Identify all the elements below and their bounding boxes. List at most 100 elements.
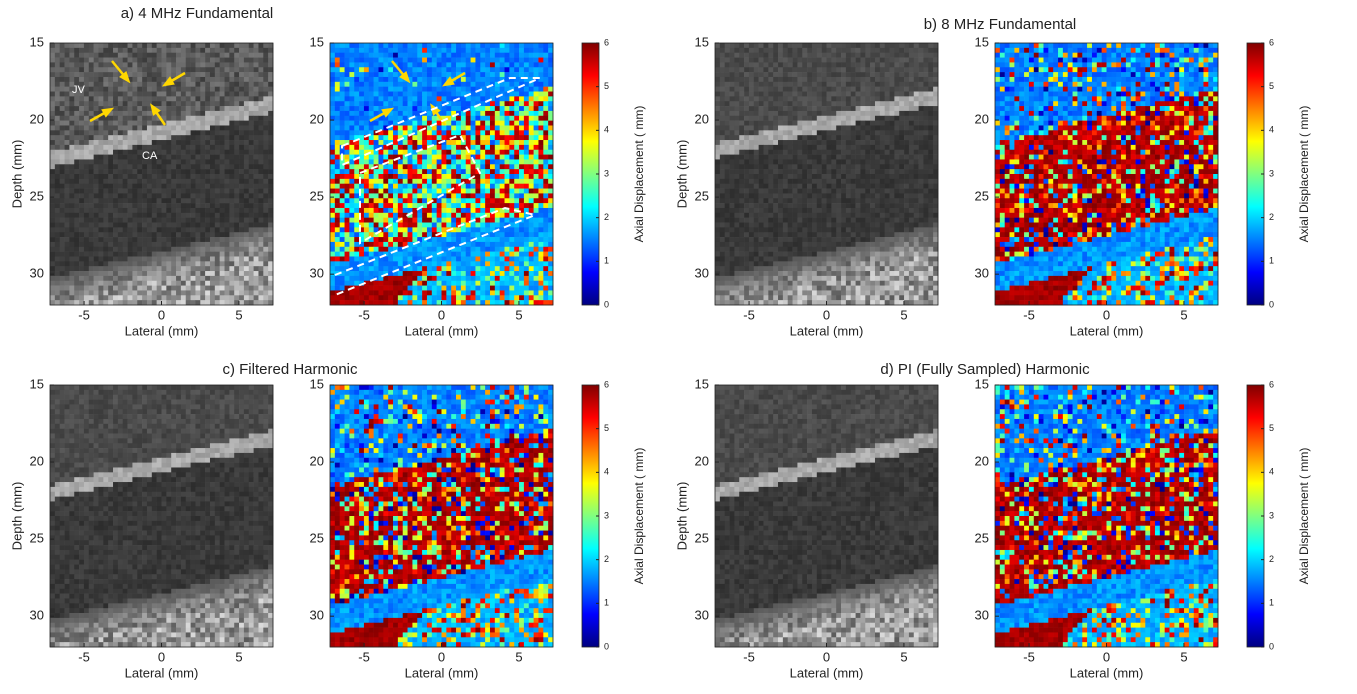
y-tick-label: 25 — [695, 531, 709, 546]
colorbar-tick-label: 0 — [604, 299, 609, 309]
x-axis-label: Lateral (mm) — [405, 665, 479, 680]
y-axis-label: Depth (mm) — [674, 482, 689, 551]
x-tick-label: -5 — [358, 649, 370, 664]
x-axis-label: Lateral (mm) — [1070, 323, 1144, 338]
y-tick-label: 15 — [30, 34, 44, 49]
x-tick-label: -5 — [743, 649, 755, 664]
y-tick-label: 30 — [30, 608, 44, 623]
y-tick-label: 25 — [975, 531, 989, 546]
y-tick-label: 15 — [30, 376, 44, 391]
y-tick-label: 20 — [975, 111, 989, 126]
panel: c) Filtered Harmonic-50515202530Lateral … — [9, 361, 646, 680]
y-tick-label: 30 — [975, 266, 989, 281]
displacement-map — [330, 385, 553, 647]
y-tick-label: 30 — [30, 266, 44, 281]
x-tick-label: -5 — [743, 307, 755, 322]
x-tick-label: 5 — [235, 307, 242, 322]
y-tick-label: 20 — [695, 453, 709, 468]
colorbar-tick-label: 4 — [1269, 467, 1274, 477]
colorbar-tick-label: 1 — [604, 256, 609, 266]
x-tick-label: 0 — [1103, 307, 1110, 322]
colorbar-tick-label: 2 — [1269, 554, 1274, 564]
x-tick-label: -5 — [78, 307, 90, 322]
colorbar-label: Axial Displacement ( mm) — [632, 106, 646, 243]
x-tick-label: 0 — [823, 307, 830, 322]
x-tick-label: 0 — [158, 649, 165, 664]
y-tick-label: 20 — [310, 111, 324, 126]
colorbar-label: Axial Displacement ( mm) — [632, 448, 646, 585]
x-tick-label: 0 — [823, 649, 830, 664]
colorbar-label: Axial Displacement ( mm) — [1297, 448, 1311, 585]
colorbar-tick-label: 4 — [604, 125, 609, 135]
colorbar-label: Axial Displacement ( mm) — [1297, 106, 1311, 243]
colorbar-tick-label: 1 — [604, 598, 609, 608]
y-tick-label: 15 — [975, 34, 989, 49]
y-tick-label: 20 — [30, 111, 44, 126]
x-tick-label: 5 — [900, 649, 907, 664]
displacement-map — [995, 43, 1218, 305]
x-tick-label: 5 — [515, 649, 522, 664]
y-tick-label: 15 — [695, 376, 709, 391]
panel: b) 8 MHz Fundamental-50515202530Lateral … — [674, 16, 1311, 338]
x-tick-label: 5 — [1180, 307, 1187, 322]
colorbar-tick-label: 5 — [1269, 81, 1274, 91]
colorbar-tick-label: 4 — [1269, 125, 1274, 135]
y-tick-label: 20 — [975, 453, 989, 468]
x-tick-label: 0 — [438, 649, 445, 664]
colorbar-tick-label: 2 — [1269, 212, 1274, 222]
colorbar-tick-label: 0 — [1269, 641, 1274, 651]
colorbar-tick-label: 0 — [1269, 299, 1274, 309]
y-tick-label: 25 — [310, 189, 324, 204]
colorbar-tick-label: 6 — [604, 379, 609, 389]
bmode-image — [50, 385, 273, 647]
colorbar-tick-label: 5 — [1269, 423, 1274, 433]
displacement-map — [995, 385, 1218, 647]
y-axis-label: Depth (mm) — [674, 140, 689, 209]
x-tick-label: 5 — [1180, 649, 1187, 664]
y-tick-label: 25 — [30, 531, 44, 546]
x-tick-label: -5 — [1023, 649, 1035, 664]
y-tick-label: 15 — [310, 34, 324, 49]
y-tick-label: 25 — [30, 189, 44, 204]
panel-title: d) PI (Fully Sampled) Harmonic — [880, 361, 1090, 378]
colorbar-tick-label: 5 — [604, 423, 609, 433]
x-tick-label: 5 — [900, 307, 907, 322]
colorbar-tick-label: 5 — [604, 81, 609, 91]
colorbar-tick-label: 3 — [604, 168, 609, 178]
displacement-map — [330, 43, 553, 305]
colorbar: 0 1 2 3 4 5 6 — [582, 37, 609, 309]
x-tick-label: -5 — [1023, 307, 1035, 322]
y-tick-label: 20 — [695, 111, 709, 126]
x-axis-label: Lateral (mm) — [125, 323, 199, 338]
colorbar: 0123456 — [582, 379, 609, 651]
y-axis-label: Depth (mm) — [9, 140, 24, 209]
colorbar-tick-label: 6 — [604, 37, 609, 47]
colorbar: 0123456 — [1247, 379, 1274, 651]
x-tick-label: -5 — [78, 649, 90, 664]
colorbar-tick-label: 3 — [1269, 168, 1274, 178]
bmode-image — [715, 385, 938, 647]
y-tick-label: 15 — [695, 34, 709, 49]
annotation: JV — [72, 84, 86, 96]
colorbar-tick-label: 6 — [1269, 37, 1274, 47]
y-tick-label: 30 — [975, 608, 989, 623]
x-axis-label: Lateral (mm) — [790, 323, 864, 338]
bmode-image — [50, 43, 273, 305]
panel: a) 4 MHz Fundamental-50515202530Lateral … — [9, 5, 646, 338]
y-tick-label: 20 — [310, 453, 324, 468]
x-axis-label: Lateral (mm) — [405, 323, 479, 338]
bmode-image — [715, 43, 938, 305]
colorbar-tick-label: 2 — [604, 212, 609, 222]
panel-title: b) 8 MHz Fundamental — [924, 16, 1077, 33]
colorbar-tick-label: 6 — [1269, 379, 1274, 389]
colorbar-tick-label: 1 — [1269, 598, 1274, 608]
x-tick-label: 5 — [235, 649, 242, 664]
x-tick-label: 0 — [158, 307, 165, 322]
colorbar-tick-label: 3 — [604, 510, 609, 520]
y-tick-label: 30 — [695, 266, 709, 281]
x-axis-label: Lateral (mm) — [1070, 665, 1144, 680]
y-tick-label: 30 — [695, 608, 709, 623]
y-tick-label: 25 — [695, 189, 709, 204]
y-tick-label: 25 — [310, 531, 324, 546]
